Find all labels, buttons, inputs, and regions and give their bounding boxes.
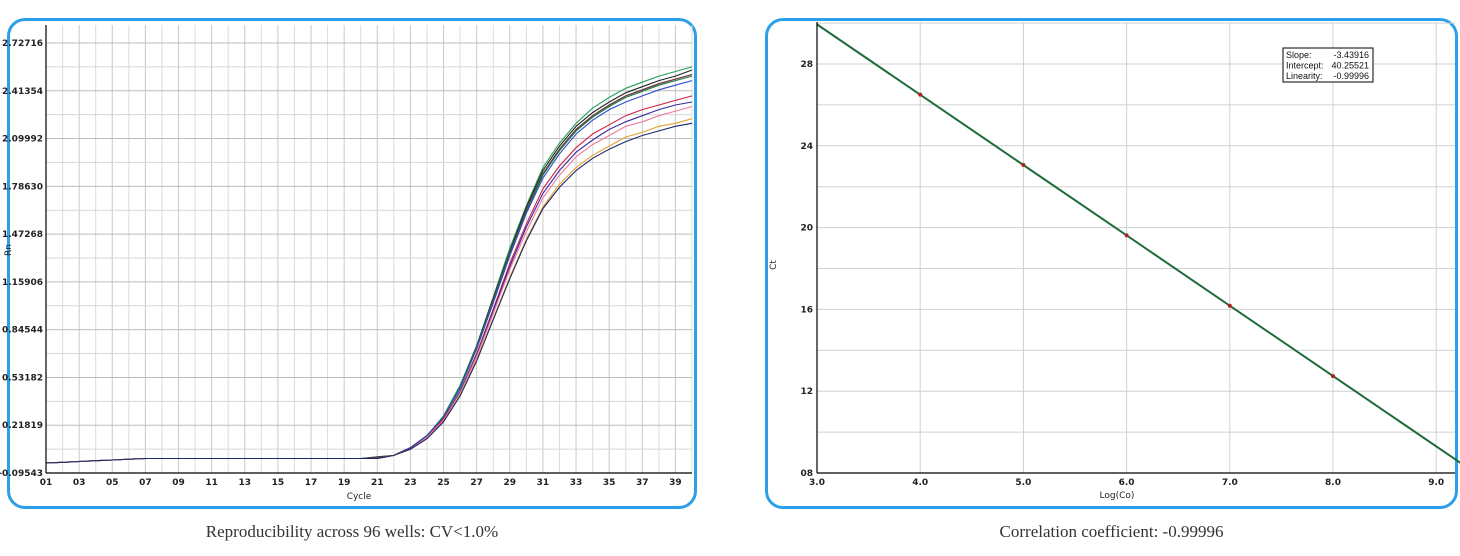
y-tick-label: 08 bbox=[800, 469, 813, 479]
series-line-well-11 bbox=[45, 122, 693, 464]
y-tick-label: 24 bbox=[800, 142, 813, 152]
x-tick-label: 07 bbox=[139, 478, 152, 488]
x-tick-label: 7.0 bbox=[1222, 478, 1238, 488]
x-tick-label: 23 bbox=[404, 478, 417, 488]
y-tick-label: -0.09543 bbox=[0, 469, 43, 479]
y-tick-label: 20 bbox=[800, 224, 813, 234]
x-tick-label: 5.0 bbox=[1015, 478, 1031, 488]
series-line-well-9 bbox=[45, 105, 693, 464]
stats-value: -0.99996 bbox=[1333, 71, 1369, 81]
x-tick-label: 19 bbox=[338, 478, 351, 488]
left-caption: Reproducibility across 96 wells: CV<1.0% bbox=[205, 522, 499, 541]
x-tick-label: 31 bbox=[537, 478, 550, 488]
series-line-well-2 bbox=[45, 69, 693, 464]
x-tick-label: 11 bbox=[205, 478, 218, 488]
y-tick-label: 28 bbox=[800, 60, 813, 70]
series-line-well-1 bbox=[45, 66, 693, 464]
x-tick-label: 35 bbox=[603, 478, 616, 488]
x-tick-label: 6.0 bbox=[1119, 478, 1135, 488]
y-tick-label: 2.09992 bbox=[2, 135, 43, 145]
x-tick-label: 03 bbox=[73, 478, 86, 488]
y-tick-label: 0.21819 bbox=[2, 421, 43, 431]
stats-label: Slope: bbox=[1286, 50, 1312, 60]
regression-stats-box bbox=[1282, 47, 1374, 83]
x-tick-label: 09 bbox=[172, 478, 185, 488]
y-tick-label: 2.72716 bbox=[2, 39, 43, 49]
series-line-well-8 bbox=[45, 101, 693, 464]
standard-curve-panel bbox=[765, 18, 1458, 509]
y-tick-label: 0.53182 bbox=[2, 373, 43, 383]
right-caption: Correlation coefficient: -0.99996 bbox=[999, 522, 1224, 541]
y-tick-label: 16 bbox=[800, 305, 813, 315]
x-tick-label: 8.0 bbox=[1325, 478, 1341, 488]
y-tick-label: 1.47268 bbox=[2, 230, 43, 240]
x-tick-label: 17 bbox=[305, 478, 318, 488]
stats-label: Linearity: bbox=[1286, 71, 1323, 81]
y-tick-label: 0.84544 bbox=[2, 326, 43, 336]
amplification-plot-panel bbox=[7, 18, 697, 509]
x-tick-label: 01 bbox=[40, 478, 53, 488]
x-tick-label: 33 bbox=[570, 478, 583, 488]
y-tick-label: 12 bbox=[800, 387, 813, 397]
series-line-well-10 bbox=[45, 118, 693, 464]
data-point bbox=[1331, 374, 1335, 379]
data-point bbox=[1227, 303, 1232, 308]
x-tick-label: 39 bbox=[669, 478, 682, 488]
data-point bbox=[918, 92, 923, 97]
x-tick-label: 25 bbox=[437, 478, 450, 488]
x-tick-label: 27 bbox=[470, 478, 483, 488]
series-line-well-7 bbox=[45, 95, 693, 464]
x-tick-label: 21 bbox=[371, 478, 384, 488]
y-tick-label: 1.78630 bbox=[2, 182, 43, 192]
x-tick-label: 05 bbox=[106, 478, 119, 488]
y-tick-label: 1.15906 bbox=[2, 278, 43, 288]
x-tick-label: 3.0 bbox=[809, 478, 825, 488]
stats-value: 40.25521 bbox=[1331, 61, 1369, 71]
data-point bbox=[1021, 163, 1026, 168]
x-tick-label: 4.0 bbox=[912, 478, 928, 488]
series-line-well-5 bbox=[45, 75, 693, 464]
x-axis-title: Log(Co) bbox=[1100, 491, 1135, 501]
x-tick-label: 13 bbox=[239, 478, 252, 488]
regression-line bbox=[816, 23, 1460, 464]
y-axis-title: Rn bbox=[4, 244, 14, 256]
stats-label: Intercept: bbox=[1286, 61, 1324, 71]
y-axis-title: Ct bbox=[769, 260, 779, 270]
data-point bbox=[1124, 233, 1129, 238]
y-tick-label: 2.41354 bbox=[2, 87, 43, 97]
x-axis-title: Cycle bbox=[347, 492, 372, 502]
x-tick-label: 9.0 bbox=[1428, 478, 1444, 488]
stats-value: -3.43916 bbox=[1333, 50, 1369, 60]
x-tick-label: 15 bbox=[272, 478, 285, 488]
x-tick-label: 37 bbox=[636, 478, 649, 488]
x-tick-label: 29 bbox=[504, 478, 517, 488]
